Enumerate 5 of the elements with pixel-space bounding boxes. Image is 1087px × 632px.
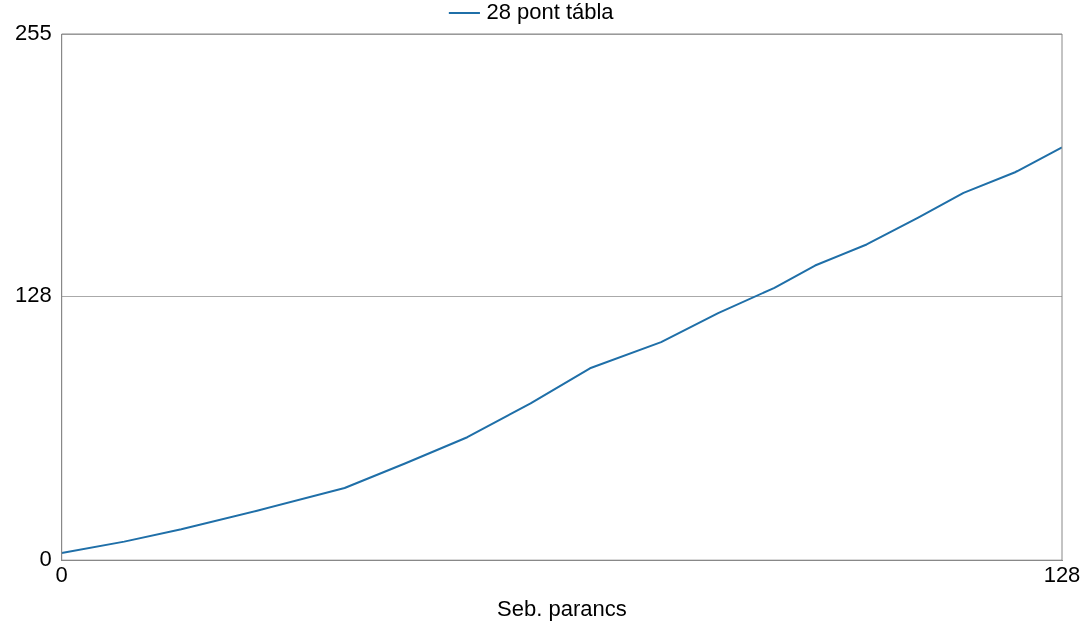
y-tick-label: 128	[14, 282, 52, 308]
y-tick-label: 255	[14, 20, 52, 46]
x-axis-title: Seb. parancs	[497, 595, 627, 621]
y-tick-label: 0	[39, 546, 52, 572]
legend-label: 28 pont tábla	[486, 0, 615, 25]
